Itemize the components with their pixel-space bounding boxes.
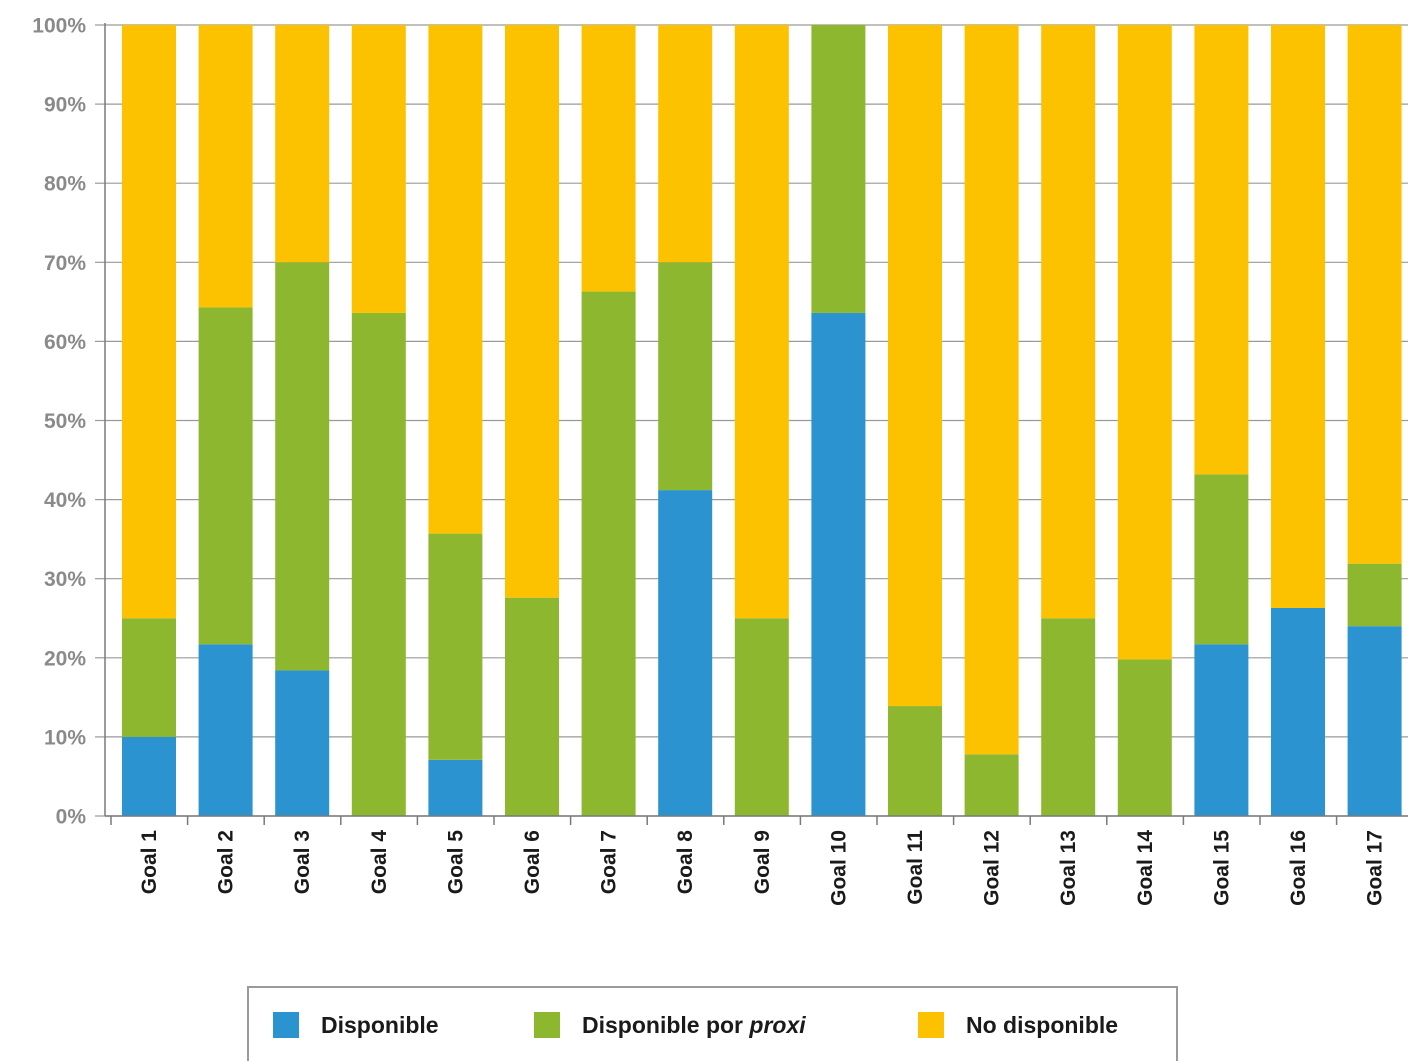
x-tick-label: Goal 12 (981, 830, 1004, 906)
bar-goal-1-series-2 (122, 25, 176, 619)
x-tick-label: Goal 9 (751, 830, 774, 894)
bar-goal-10-series-1 (811, 25, 866, 313)
bar-goal-17-series-2 (1347, 25, 1402, 564)
bar-goal-15-series-1 (1194, 474, 1249, 645)
y-tick-label: 30% (44, 568, 86, 591)
bar-goal-6-series-2 (505, 25, 559, 598)
bar-goal-3-series-0 (275, 670, 330, 816)
legend-item-no-disponible: No disponible (918, 1012, 1118, 1038)
bar-goal-8-series-0 (658, 490, 713, 816)
bar-goal-4-series-2 (351, 25, 406, 313)
bar-goal-13-series-2 (1041, 25, 1096, 619)
y-tick-label: 40% (44, 489, 86, 512)
bar-goal-15-series-2 (1194, 25, 1249, 475)
x-tick-label: Goal 1 (138, 830, 161, 895)
x-tick-label: Goal 4 (368, 830, 391, 895)
x-tick-label: Goal 13 (1057, 830, 1080, 906)
x-tick-label: Goal 11 (904, 830, 927, 905)
bar-goal-7-series-1 (581, 291, 636, 816)
bar-goal-17-series-1 (1347, 563, 1402, 627)
bar-goal-2-series-0 (198, 644, 253, 816)
bar-goal-11-series-1 (888, 706, 942, 816)
legend-item-disponible: Disponible (273, 1012, 439, 1038)
bar-goal-5-series-1 (428, 533, 483, 760)
legend-label-disponible-por-proxi: Disponible por proxi (582, 1011, 806, 1038)
bar-goal-16-series-0 (1271, 607, 1325, 816)
y-tick-label: 70% (44, 252, 86, 275)
legend-label-no-disponible: No disponible (966, 1011, 1119, 1038)
y-tick-label: 10% (44, 726, 86, 749)
bar-goal-5-series-0 (428, 759, 483, 816)
bar-goal-9-series-2 (734, 25, 789, 619)
y-tick-label: 100% (32, 15, 86, 38)
y-tick-labels: 0% 10% 20% 30% 40% 50% 60% 70% 80% 90% 100% (32, 15, 86, 829)
legend-swatch-disponible-por-proxi (534, 1012, 560, 1038)
bar-goal-2-series-1 (198, 307, 253, 645)
bar-goal-17-series-0 (1347, 626, 1402, 816)
y-tick-label: 50% (44, 410, 86, 433)
y-tick-label: 0% (56, 806, 87, 829)
legend: Disponible Disponible por proxi No dispo… (247, 986, 1178, 1061)
axes (104, 23, 1408, 825)
bar-goal-12-series-2 (964, 25, 1019, 755)
x-tick-label: Goal 17 (1364, 830, 1387, 906)
y-tick-label: 80% (44, 173, 86, 196)
bar-goal-7-series-2 (581, 25, 636, 292)
x-tick-label: Goal 14 (1134, 830, 1157, 906)
bar-goal-14-series-1 (1117, 659, 1172, 816)
bar-goal-8-series-2 (658, 25, 713, 263)
bar-goal-13-series-1 (1041, 618, 1096, 816)
x-tick-label: Goal 3 (291, 830, 314, 894)
x-tick-label: Goal 2 (215, 830, 238, 894)
y-tick-label: 20% (44, 647, 86, 670)
bar-goal-11-series-2 (888, 25, 942, 707)
x-tick-label: Goal 6 (521, 830, 544, 894)
bars (122, 25, 1402, 816)
x-tick-label: Goal 5 (444, 830, 467, 895)
x-tick-labels: Goal 1 Goal 2 Goal 3 Goal 4 Goal 5 Goal 6 Goal… (138, 830, 1387, 906)
x-tick-label: Goal 8 (674, 830, 697, 895)
y-tick-label: 60% (44, 331, 86, 354)
y-tick-label: 90% (44, 94, 86, 117)
x-tick-label: Goal 15 (1210, 830, 1233, 906)
bar-goal-3-series-1 (275, 262, 330, 671)
bar-goal-14-series-2 (1117, 25, 1172, 660)
bar-goal-9-series-1 (734, 618, 789, 816)
legend-swatch-no-disponible (918, 1012, 944, 1038)
bar-goal-8-series-1 (658, 262, 713, 491)
bar-goal-3-series-2 (275, 25, 330, 263)
bar-goal-10-series-0 (811, 312, 866, 816)
bar-goal-1-series-1 (122, 618, 176, 737)
bar-goal-12-series-1 (964, 754, 1019, 816)
bar-goal-4-series-1 (351, 312, 406, 816)
bar-goal-1-series-0 (122, 736, 176, 816)
bar-goal-16-series-2 (1271, 25, 1325, 608)
legend-swatch-disponible (273, 1012, 299, 1038)
bar-goal-5-series-2 (428, 25, 483, 534)
bar-goal-15-series-0 (1194, 644, 1249, 816)
x-tick-label: Goal 16 (1287, 830, 1310, 906)
bar-goal-6-series-1 (505, 597, 559, 816)
legend-label-disponible: Disponible (321, 1011, 439, 1038)
bar-goal-2-series-2 (198, 25, 253, 308)
legend-item-disponible-por-proxi: Disponible por proxi (534, 1012, 806, 1038)
x-tick-label: Goal 10 (827, 830, 850, 906)
x-tick-label: Goal 7 (598, 830, 621, 894)
